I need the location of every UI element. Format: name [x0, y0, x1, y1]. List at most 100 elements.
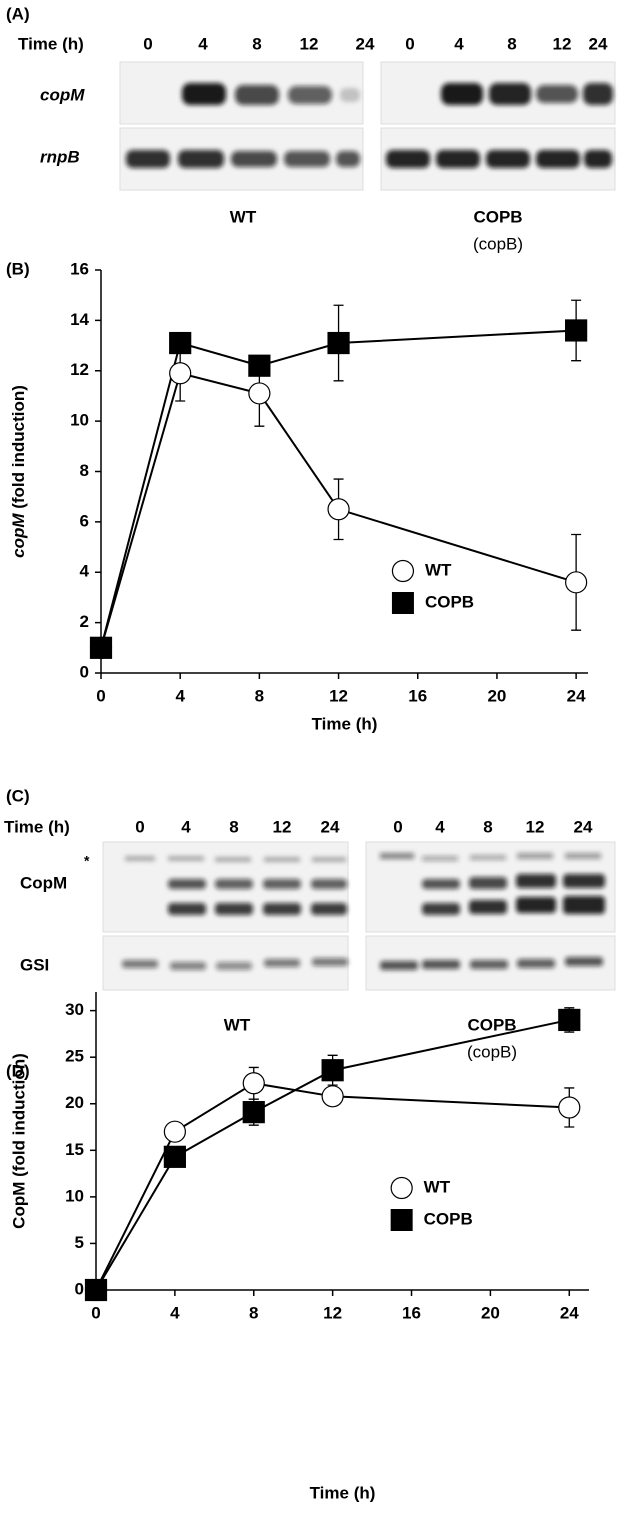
x-tick-label: 20 — [487, 686, 506, 705]
bands — [126, 83, 613, 168]
y-tick-label: 16 — [70, 259, 89, 278]
x-axis-label: Time (h) — [310, 1483, 376, 1502]
y-tick-label: 6 — [80, 511, 89, 530]
lane-label: 24 — [589, 34, 608, 53]
legend-label: COPB — [425, 592, 474, 611]
y-tick-label: 10 — [65, 1186, 84, 1205]
panel-label: (C) — [6, 786, 30, 805]
y-tick-label: 14 — [70, 310, 89, 329]
data-point — [558, 1096, 581, 1119]
strain-note: (copB) — [473, 234, 523, 253]
data-point — [169, 362, 192, 385]
row-label: rnpB — [40, 147, 80, 166]
lane-label: 4 — [454, 34, 464, 53]
x-tick-label: 20 — [481, 1303, 500, 1322]
y-tick-label: 5 — [75, 1233, 84, 1252]
x-tick-label: 12 — [323, 1303, 342, 1322]
strain-label: WT — [224, 1015, 251, 1034]
panel-label: (B) — [6, 259, 30, 278]
x-axis-label: Time (h) — [312, 714, 378, 733]
row-label: copM — [40, 85, 85, 104]
y-tick-label: 15 — [65, 1140, 84, 1159]
lane-label: 0 — [143, 34, 152, 53]
lane-label: 24 — [321, 817, 340, 836]
panel-label: (A) — [6, 4, 30, 23]
data-point — [242, 1101, 265, 1124]
legend-marker — [391, 559, 415, 583]
data-point — [248, 354, 271, 377]
data-point — [169, 331, 192, 355]
time-label: Time (h) — [18, 34, 84, 53]
lane-label: 4 — [435, 817, 445, 836]
y-tick-label: 4 — [80, 562, 90, 581]
x-tick-label: 24 — [567, 686, 586, 705]
time-label: Time (h) — [4, 817, 70, 836]
series-line — [95, 1082, 570, 1291]
y-tick-label: 10 — [70, 411, 89, 430]
strain-label: COPB — [473, 207, 522, 226]
row-label: GSI — [20, 955, 49, 974]
y-tick-label: 2 — [80, 612, 89, 631]
data-point — [321, 1059, 344, 1082]
band-marker: * — [84, 853, 90, 869]
x-tick-label: 4 — [170, 1303, 180, 1322]
data-point — [242, 1072, 265, 1095]
x-tick-label: 0 — [96, 686, 105, 705]
data-point — [327, 498, 350, 521]
strain-note: (copB) — [467, 1042, 517, 1061]
lane-label: 8 — [252, 34, 261, 53]
lane-label: 24 — [356, 34, 375, 53]
y-tick-label: 25 — [65, 1047, 84, 1066]
y-tick-label: 30 — [65, 1000, 84, 1019]
data-point — [163, 1120, 186, 1143]
lane-label: 8 — [507, 34, 516, 53]
lane-label: 8 — [229, 817, 238, 836]
lane-label: 4 — [181, 817, 191, 836]
lane-label: 12 — [273, 817, 292, 836]
y-tick-label: 0 — [75, 1279, 84, 1298]
strain-label: WT — [230, 207, 257, 226]
lane-label: 0 — [393, 817, 402, 836]
bands — [122, 853, 605, 970]
y-tick-label: 0 — [80, 662, 89, 681]
lane-label: 12 — [553, 34, 572, 53]
lane-label: 0 — [135, 817, 144, 836]
lane-label: 0 — [405, 34, 414, 53]
data-point — [327, 331, 350, 355]
data-point — [84, 1278, 108, 1302]
lane-label: 12 — [300, 34, 319, 53]
data-point — [565, 319, 588, 342]
y-tick-label: 8 — [80, 461, 89, 480]
legend-marker — [390, 1209, 413, 1231]
data-point — [248, 382, 271, 405]
x-tick-label: 8 — [255, 686, 264, 705]
strain-label: COPB — [467, 1015, 516, 1034]
y-tick-label: 20 — [65, 1093, 84, 1112]
x-tick-label: 24 — [560, 1303, 579, 1322]
x-tick-label: 0 — [91, 1303, 100, 1322]
panel-label: (D) — [6, 1061, 30, 1080]
data-point — [565, 571, 588, 594]
x-tick-label: 16 — [402, 1303, 421, 1322]
legend-label: COPB — [424, 1209, 473, 1228]
y-tick-label: 12 — [70, 360, 89, 379]
y-axis-label: copM (fold induction) — [9, 385, 28, 558]
y-axis-label-rest: (fold induction) — [9, 385, 28, 513]
legend-label: WT — [424, 1177, 451, 1196]
lane-label: 8 — [483, 817, 492, 836]
x-tick-label: 8 — [249, 1303, 258, 1322]
data-point — [558, 1008, 581, 1032]
x-tick-label: 4 — [175, 686, 185, 705]
row-label: CopM — [20, 873, 67, 892]
x-tick-label: 16 — [408, 686, 427, 705]
data-point — [89, 636, 113, 659]
x-tick-label: 12 — [329, 686, 348, 705]
data-point — [163, 1145, 186, 1168]
lane-label: 24 — [574, 817, 593, 836]
legend-marker — [390, 1176, 413, 1200]
y-axis-label: CopM (fold induction) — [9, 1053, 28, 1229]
data-point — [321, 1085, 344, 1108]
legend-label: WT — [425, 560, 452, 579]
lane-label: 12 — [526, 817, 545, 836]
